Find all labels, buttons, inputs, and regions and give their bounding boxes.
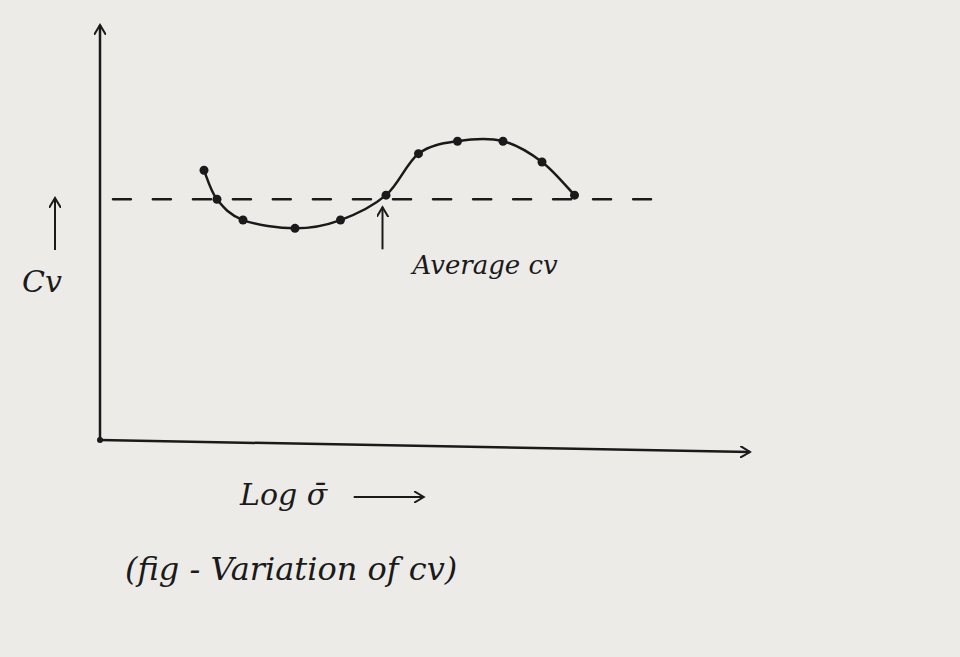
x-label-arrow: [354, 496, 424, 498]
data-point: [291, 224, 300, 233]
x-axis-title: Log σ̄: [239, 477, 329, 512]
annotation-arrow: [382, 207, 384, 249]
x-axis: [100, 440, 750, 452]
y-label-arrow: [54, 198, 56, 250]
plot-area: [113, 137, 672, 233]
y-axis-title: Cv: [22, 264, 62, 299]
origin: [97, 437, 103, 443]
cv-curve: [204, 139, 575, 228]
data-point: [239, 216, 248, 225]
data-point: [414, 149, 423, 158]
average-line: [113, 198, 672, 201]
y-axis: [99, 25, 102, 440]
annotation: Average cv: [411, 250, 559, 280]
data-point: [499, 137, 508, 146]
data-point: [382, 191, 391, 200]
data-point: [336, 216, 345, 225]
caption: (fig - Variation of cv): [125, 550, 457, 588]
data-point: [453, 137, 462, 146]
data-point: [538, 157, 547, 166]
data-point: [200, 166, 209, 175]
chart: Average cv Cv Log σ̄ (fig - Variation of cv…: [0, 0, 960, 657]
data-point: [213, 195, 222, 204]
